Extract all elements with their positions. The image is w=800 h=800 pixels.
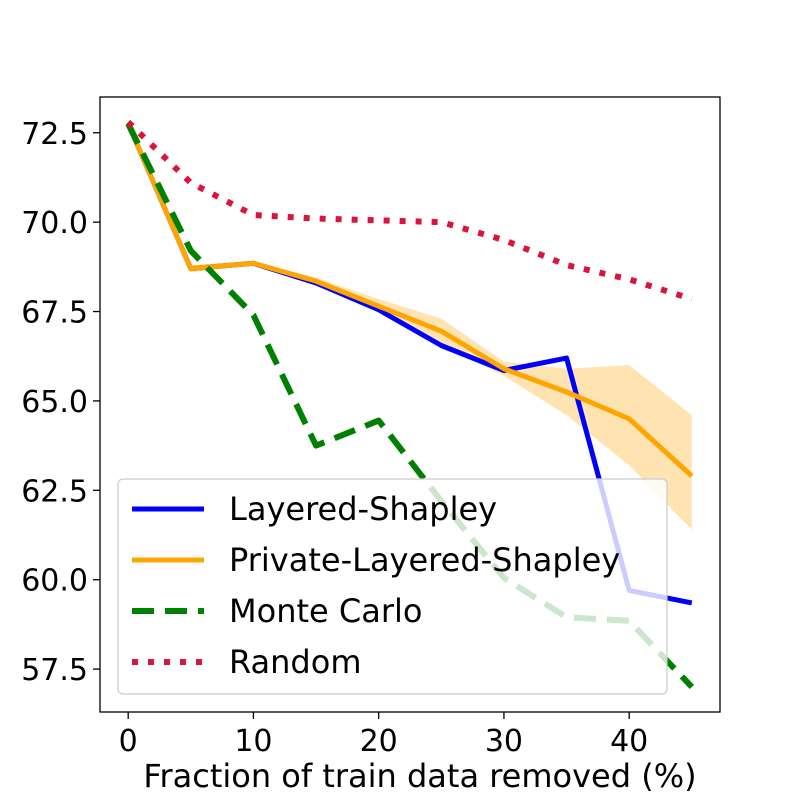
plot-frame [99, 96, 721, 713]
x-tick-label: 20 [360, 724, 398, 759]
legend-label-random: Random [229, 643, 361, 681]
x-tick-label: 40 [610, 724, 648, 759]
legend-label-private-layered-shapley: Private-Layered-Shapley [229, 541, 620, 579]
x-tick-label: 10 [234, 724, 272, 759]
series-lines [125, 119, 694, 690]
legend-label-monte-carlo: Monte Carlo [229, 592, 422, 630]
y-tick-label: 65.0 [21, 385, 88, 420]
private-layered-shapley-line [125, 122, 694, 478]
y-tick-label: 70.0 [21, 206, 88, 241]
y-tick-label: 72.5 [21, 117, 88, 152]
y-tick-label: 57.5 [21, 653, 88, 688]
legend-label-layered-shapley: Layered-Shapley [229, 490, 497, 528]
legend: Layered-Shapley Private-Layered-Shapley Mo… [117, 478, 668, 695]
x-axis-label: Fraction of train data removed (%) [143, 757, 696, 795]
x-tick-label: 0 [119, 724, 138, 759]
y-tick-label: 62.5 [21, 474, 88, 509]
y-tick-label: 60.0 [21, 564, 88, 599]
x-axis: 0 10 20 30 40 [119, 712, 648, 759]
x-tick-label: 30 [485, 724, 523, 759]
legend-box [117, 478, 668, 695]
monte-carlo-line [125, 122, 694, 690]
y-axis: 57.5 60.0 62.5 65.0 67.5 70.0 72.5 [21, 117, 100, 688]
y-tick-label: 67.5 [21, 296, 88, 331]
